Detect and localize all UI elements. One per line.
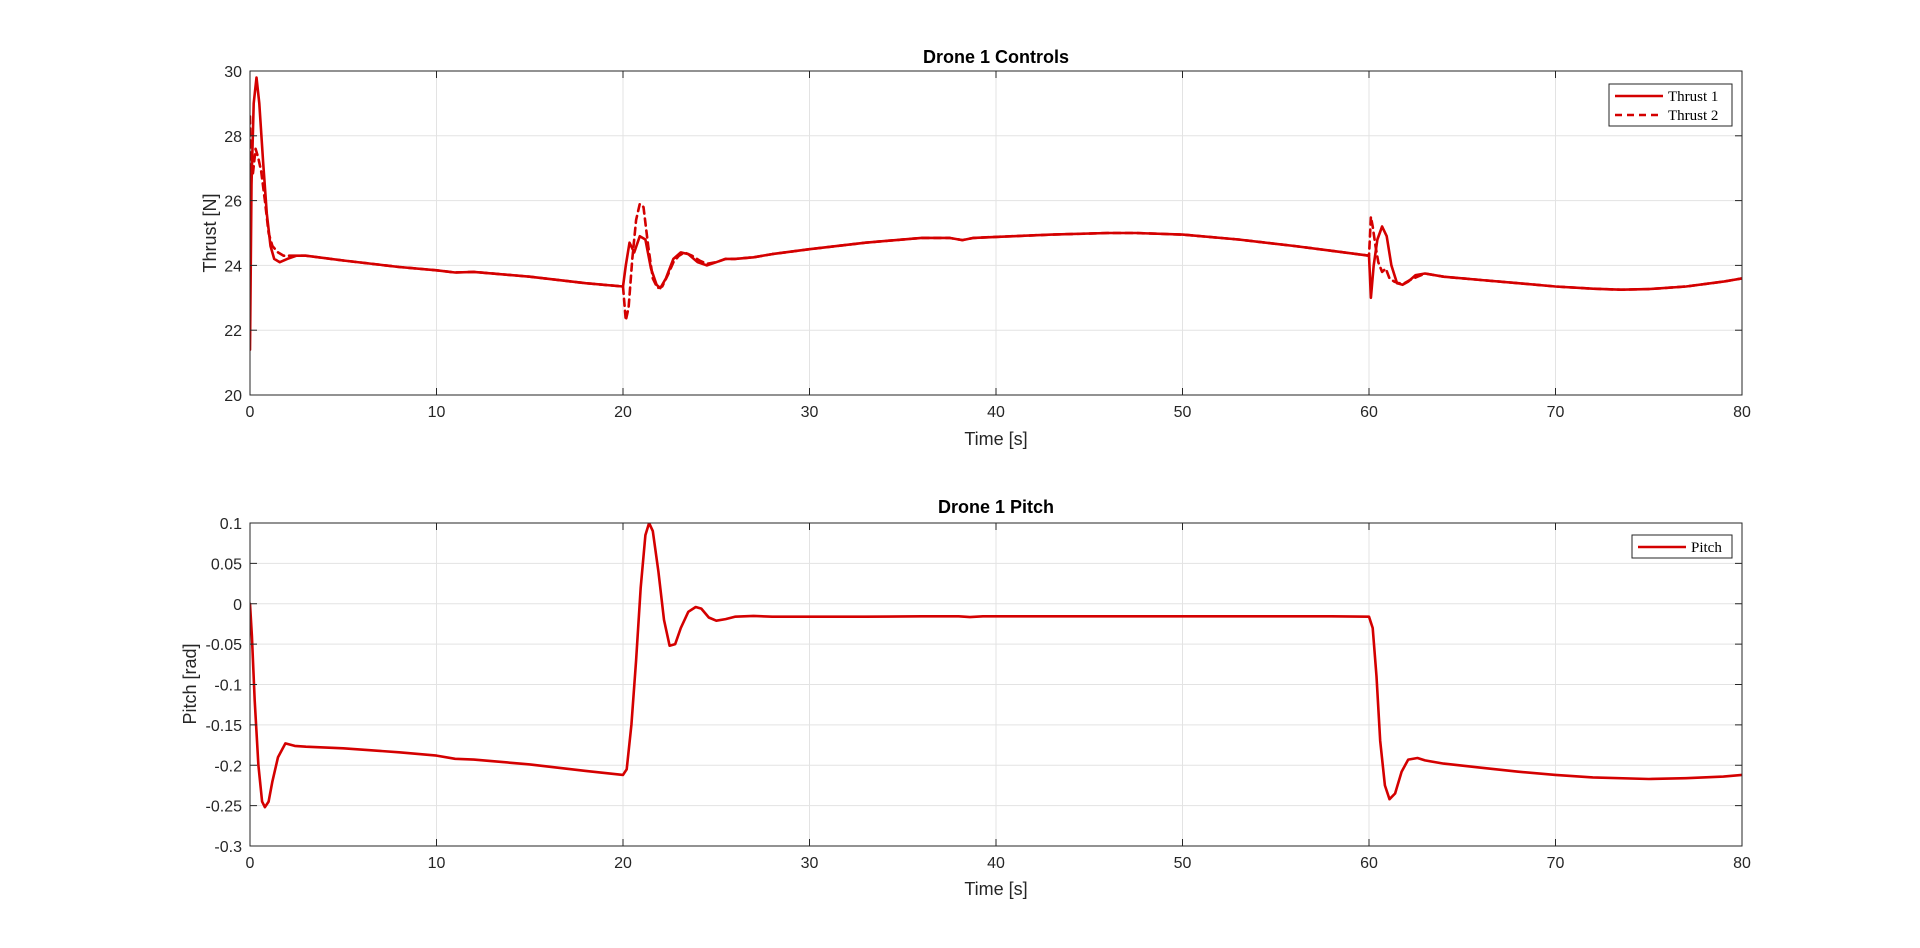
x-axis-label: Time [s] [964, 879, 1027, 899]
x-tick-label: 30 [801, 855, 819, 872]
y-tick-label: 0.1 [220, 516, 242, 533]
chart-title: Drone 1 Controls [923, 47, 1069, 67]
legend-label: Pitch [1691, 540, 1722, 556]
x-tick-label: 10 [428, 855, 446, 872]
y-tick-label: 20 [224, 388, 242, 405]
x-tick-label: 80 [1733, 855, 1751, 872]
legend: Pitch [1631, 534, 1733, 559]
legend-label: Thrust 2 [1668, 108, 1718, 124]
y-tick-label: -0.2 [214, 758, 242, 775]
legend-label: Thrust 1 [1668, 89, 1718, 105]
y-tick-label: -0.3 [214, 839, 242, 856]
x-tick-label: 0 [246, 855, 255, 872]
y-axis-label: Pitch [rad] [180, 643, 200, 724]
legend: Thrust 1 Thrust 2 [1608, 83, 1733, 127]
x-tick-label: 70 [1547, 404, 1565, 421]
grid [249, 522, 1743, 847]
y-tick-label: 30 [224, 64, 242, 81]
y-tick-label: 24 [224, 258, 242, 275]
y-axis-label: Thrust [N] [200, 193, 220, 272]
y-tick-label: 28 [224, 129, 242, 146]
thrust-axes: Drone 1 Controls Time [s] Thrust [N] 0 10… [200, 47, 1751, 449]
x-axis-label: Time [s] [964, 429, 1027, 449]
x-tick-label: 60 [1360, 404, 1378, 421]
y-tick-label: 22 [224, 323, 242, 340]
x-tick-label: 30 [801, 404, 819, 421]
grid [249, 70, 1743, 396]
y-tick-label: -0.1 [214, 678, 242, 695]
x-tick-label: 40 [987, 855, 1005, 872]
x-tick-label: 20 [614, 855, 632, 872]
y-tick-label: 26 [224, 194, 242, 211]
x-tick-label: 80 [1733, 404, 1751, 421]
y-tick-label: -0.25 [206, 799, 243, 816]
x-tick-label: 50 [1174, 404, 1192, 421]
y-tick-label: 0 [233, 597, 242, 614]
legend-box [1608, 83, 1733, 127]
x-tick-label: 70 [1547, 855, 1565, 872]
x-tick-label: 40 [987, 404, 1005, 421]
x-tick-label: 50 [1174, 855, 1192, 872]
x-tick-label: 10 [428, 404, 446, 421]
x-tick-label: 20 [614, 404, 632, 421]
pitch-axes: Drone 1 Pitch Time [s] Pitch [rad] 0 10 20… [180, 497, 1751, 899]
series-line-pitch [250, 523, 1742, 809]
x-tick-label: 60 [1360, 855, 1378, 872]
series-line-thrust-1 [250, 76, 1742, 351]
y-tick-label: -0.15 [206, 718, 243, 735]
x-tick-label: 0 [246, 404, 255, 421]
chart-title: Drone 1 Pitch [938, 497, 1054, 517]
y-tick-label: -0.05 [206, 637, 243, 654]
y-tick-label: 0.05 [211, 556, 242, 573]
